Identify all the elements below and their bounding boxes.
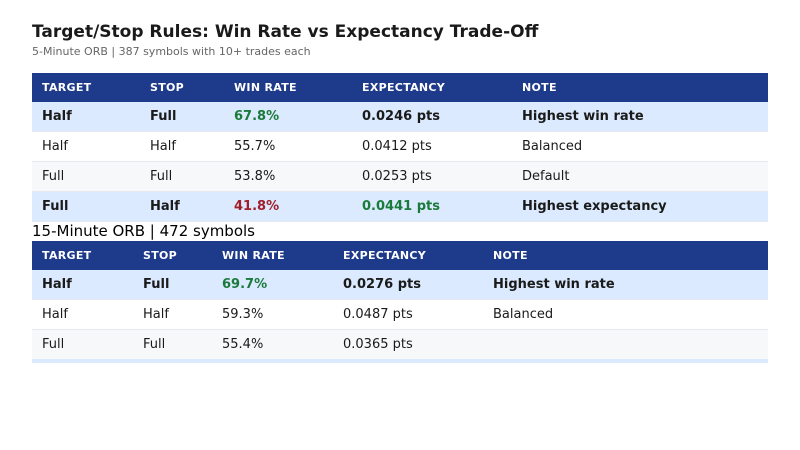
- cell-stop: Half: [133, 299, 212, 330]
- cell-win-rate: 59.3%: [212, 299, 333, 330]
- table-row: Half Half 59.3% 0.0487 pts Balanced: [32, 299, 768, 330]
- cell-note: Highest expectancy: [512, 191, 768, 222]
- cell-target: Half: [32, 102, 140, 132]
- cell-expectancy: 0.0246 pts: [352, 102, 512, 132]
- page-title: Target/Stop Rules: Win Rate vs Expectanc…: [32, 22, 539, 42]
- cell-stop: Full: [133, 329, 212, 360]
- cell-target: Half: [32, 299, 133, 330]
- table-header-row: TARGET STOP WIN RATE EXPECTANCY NOTE: [32, 73, 768, 102]
- table-row: Half Full 69.7% 0.0276 pts Highest win r…: [32, 270, 768, 300]
- cell-stop: Full: [133, 270, 212, 300]
- table-row: Half Full 67.8% 0.0246 pts Highest win r…: [32, 102, 768, 132]
- section-title-15min: 15-Minute ORB | 472 symbols: [32, 222, 255, 240]
- column-header-target: TARGET: [32, 73, 140, 102]
- cell-note: Balanced: [483, 299, 768, 330]
- cell-target: Full: [32, 329, 133, 360]
- table-row: Half Half 55.7% 0.0412 pts Balanced: [32, 131, 768, 162]
- column-header-note: NOTE: [512, 73, 768, 102]
- column-header-stop: STOP: [133, 241, 212, 270]
- cell-target: Half: [32, 270, 133, 300]
- cell-stop: Full: [140, 102, 224, 132]
- cell-target: Full: [32, 191, 140, 222]
- cell-expectancy: 0.0276 pts: [333, 270, 483, 300]
- cell-expectancy: 0.0365 pts: [333, 329, 483, 360]
- cell-note: Highest win rate: [512, 102, 768, 132]
- results-table-5min: TARGET STOP WIN RATE EXPECTANCY NOTE Hal…: [32, 73, 768, 222]
- cell-expectancy: 0.0412 pts: [352, 131, 512, 162]
- column-header-target: TARGET: [32, 241, 133, 270]
- cell-note: [483, 329, 768, 360]
- cell-win-rate: 69.7%: [212, 270, 333, 300]
- cell-stop: Half: [140, 191, 224, 222]
- cell-stop: Full: [140, 161, 224, 192]
- column-header-win-rate: WIN RATE: [212, 241, 333, 270]
- cell-win-rate: 55.4%: [212, 329, 333, 360]
- table-row: Full Full 55.4% 0.0365 pts: [32, 329, 768, 360]
- table-row: Full Full 53.8% 0.0253 pts Default: [32, 161, 768, 192]
- column-header-win-rate: WIN RATE: [224, 73, 352, 102]
- cell-win-rate: 55.7%: [224, 131, 352, 162]
- cell-expectancy: 0.0441 pts: [352, 191, 512, 222]
- cell-stop: Half: [140, 131, 224, 162]
- cell-target: Half: [32, 131, 140, 162]
- column-header-note: NOTE: [483, 241, 768, 270]
- cell-target: Full: [32, 161, 140, 192]
- results-table-15min: TARGET STOP WIN RATE EXPECTANCY NOTE Hal…: [32, 241, 768, 360]
- cell-note: Balanced: [512, 131, 768, 162]
- cell-expectancy: 0.0487 pts: [333, 299, 483, 330]
- column-header-expectancy: EXPECTANCY: [333, 241, 483, 270]
- column-header-stop: STOP: [140, 73, 224, 102]
- cell-win-rate: 53.8%: [224, 161, 352, 192]
- cell-win-rate: 41.8%: [224, 191, 352, 222]
- cell-expectancy: 0.0253 pts: [352, 161, 512, 192]
- column-header-expectancy: EXPECTANCY: [352, 73, 512, 102]
- table-row: Full Half 41.8% 0.0441 pts Highest expec…: [32, 191, 768, 222]
- cell-win-rate: 67.8%: [224, 102, 352, 132]
- cell-note: Default: [512, 161, 768, 192]
- page-subtitle: 5-Minute ORB | 387 symbols with 10+ trad…: [32, 45, 311, 58]
- table-bottom-bar: [32, 359, 768, 363]
- cell-note: Highest win rate: [483, 270, 768, 300]
- table-header-row: TARGET STOP WIN RATE EXPECTANCY NOTE: [32, 241, 768, 270]
